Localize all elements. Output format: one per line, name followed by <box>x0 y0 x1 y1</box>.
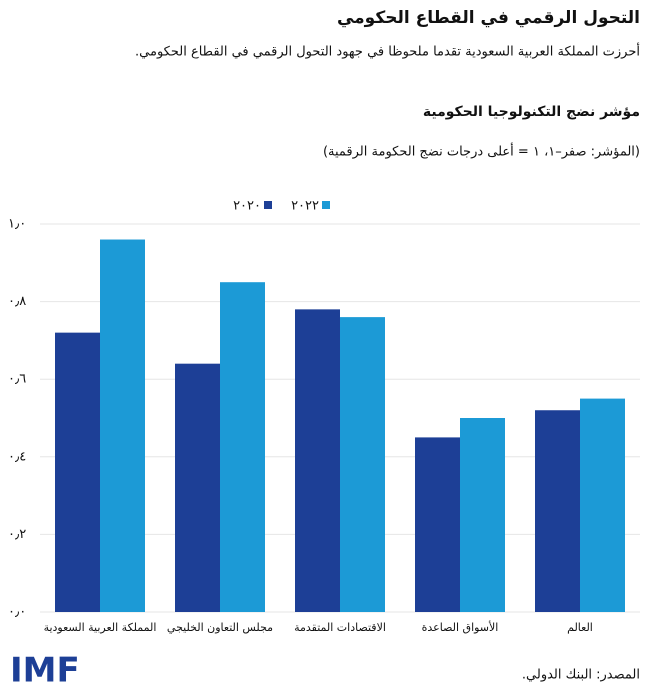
y-tick-label: ٠٫٨ <box>8 294 26 309</box>
bar <box>535 410 580 612</box>
subtitle: أحرزت المملكة العربية السعودية تقدما ملح… <box>135 43 640 60</box>
logo: IMF <box>10 651 80 691</box>
legend-label: ٢٠٢٠ <box>233 199 261 214</box>
y-tick-label: ٠٫٤ <box>8 449 26 464</box>
source: المصدر: البنك الدولي. <box>522 668 640 683</box>
legend-swatch <box>264 201 272 209</box>
bar <box>295 309 340 612</box>
bar <box>175 363 220 612</box>
bar <box>55 332 100 612</box>
x-tick-label: الاقتصادات المتقدمة <box>294 621 386 634</box>
chart-title: مؤشر نضج التكنولوجيا الحكومية <box>423 104 640 120</box>
y-tick-label: ٠٫٠ <box>8 605 26 620</box>
legend-swatch <box>322 201 330 209</box>
legend-label: ٢٠٢٢ <box>291 199 319 214</box>
x-tick-label: المملكة العربية السعودية <box>44 621 157 634</box>
x-tick-label: العالم <box>567 621 593 634</box>
bar <box>220 282 265 612</box>
chart-subtitle: (المؤشر: صفر–١، ١ = أعلى درجات نضج الحكو… <box>323 143 640 160</box>
bar <box>580 398 625 612</box>
x-tick-label: مجلس التعاون الخليجي <box>167 621 273 634</box>
title: التحول الرقمي في القطاع الحكومي <box>337 8 640 28</box>
bar <box>415 437 460 612</box>
bar <box>100 239 145 612</box>
y-tick-label: ٠٫٢ <box>8 527 26 542</box>
y-tick-label: ١٫٠ <box>8 217 26 232</box>
bar <box>340 317 385 612</box>
bar <box>460 418 505 612</box>
x-tick-label: الأسواق الصاعدة <box>422 620 499 634</box>
y-tick-label: ٠٫٦ <box>8 372 26 387</box>
